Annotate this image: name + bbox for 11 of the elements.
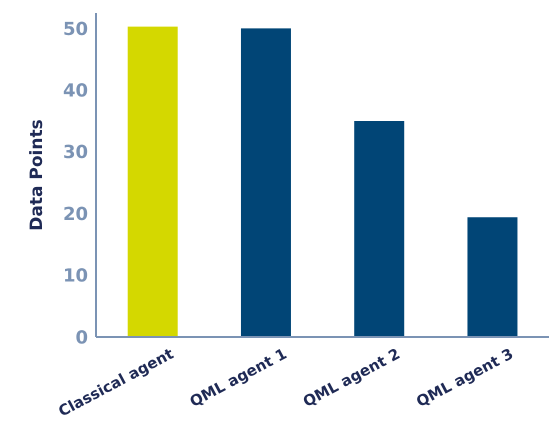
y-tick-label: 50 (62, 18, 88, 40)
bar (240, 28, 291, 337)
y-tick-label: 30 (62, 142, 88, 164)
bar (354, 121, 404, 337)
y-tick-label: 10 (62, 266, 88, 287)
y-tick-label: 0 (75, 327, 88, 348)
y-tick-label: 40 (62, 80, 88, 102)
bar (128, 26, 178, 337)
y-tick-label: 20 (62, 204, 88, 225)
y-axis-title: Data Points (27, 119, 48, 231)
bar (467, 217, 518, 337)
